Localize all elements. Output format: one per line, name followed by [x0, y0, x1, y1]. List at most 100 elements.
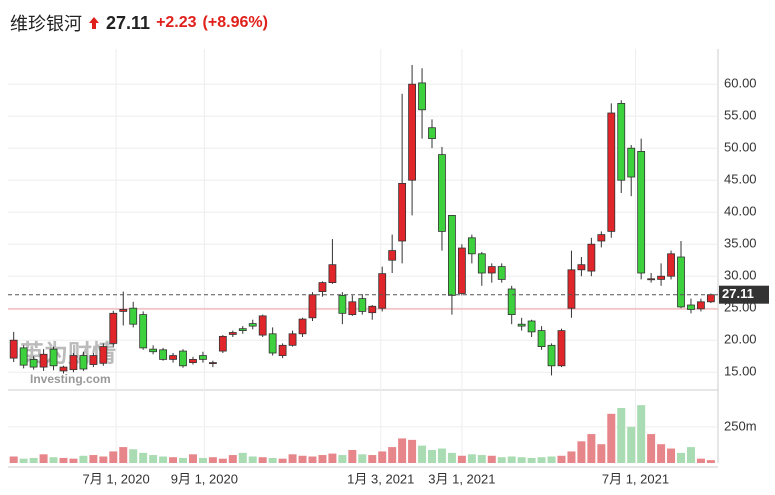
- candle-body: [408, 83, 416, 181]
- candle-body: [667, 253, 675, 277]
- volume-bar: [348, 449, 357, 463]
- volume-bar: [388, 447, 397, 463]
- candle-body: [547, 344, 556, 367]
- volume-bar: [547, 456, 556, 463]
- y-tick-label: 15.00: [724, 364, 757, 379]
- volume-bar: [69, 458, 78, 463]
- watermark-site: Investing.com: [30, 372, 111, 386]
- candle-body: [338, 294, 347, 314]
- candle-body: [358, 298, 367, 312]
- y-tick-label: 55.00: [724, 108, 757, 123]
- candle-body: [567, 269, 576, 309]
- x-tick-label: 7月 1, 2021: [602, 471, 669, 486]
- candle-body: [318, 282, 327, 292]
- candle-body: [687, 304, 695, 310]
- last-price-label: 27.11: [722, 286, 754, 301]
- volume-bar: [368, 455, 377, 463]
- volume-bar: [208, 457, 217, 463]
- candle-body: [69, 355, 78, 371]
- volume-bar: [398, 438, 407, 463]
- volume-bar: [358, 454, 367, 463]
- candle-body: [169, 355, 177, 360]
- candle-body: [109, 312, 118, 344]
- header: 维珍银河 27.11 +2.23 (+8.96%): [10, 8, 268, 38]
- y-tick-label: 35.00: [724, 236, 757, 251]
- volume-bar: [667, 448, 676, 463]
- y2-tick-label: 250m: [724, 418, 757, 433]
- volume-bar: [517, 457, 526, 463]
- y-tick-label: 30.00: [724, 268, 757, 283]
- volume-bar: [169, 457, 178, 463]
- volume-bar: [79, 455, 88, 463]
- volume-bar: [338, 455, 347, 463]
- volume-bar: [248, 456, 257, 463]
- candle-body: [258, 315, 267, 336]
- candle-body: [119, 309, 128, 312]
- candle-body: [288, 333, 297, 346]
- y-tick-label: 45.00: [724, 172, 757, 187]
- y-tick-label: 40.00: [724, 204, 757, 219]
- volume-bar: [637, 405, 646, 463]
- candle-body: [29, 358, 38, 368]
- candle-body: [577, 264, 586, 271]
- candle-body: [139, 314, 148, 349]
- volume-bar: [59, 457, 68, 463]
- volume-bar: [9, 456, 18, 463]
- y-tick-label: 60.00: [724, 76, 757, 91]
- volume-bar: [477, 455, 486, 463]
- x-tick-label: 9月 1, 2020: [171, 471, 238, 486]
- volume-bar: [99, 456, 108, 463]
- candle-body: [398, 182, 407, 242]
- volume-bar: [607, 413, 616, 463]
- volume-bar: [328, 453, 337, 463]
- candle-body: [428, 127, 436, 140]
- candle-body: [477, 253, 486, 274]
- volume-bar: [139, 452, 148, 463]
- candle-body: [328, 264, 337, 283]
- candle-body: [527, 320, 536, 333]
- volume-bar: [298, 455, 307, 463]
- candle-body: [189, 358, 197, 363]
- candle-body: [9, 339, 18, 359]
- candle-body: [159, 349, 167, 360]
- volume-bar: [278, 458, 287, 463]
- candle-body: [129, 307, 138, 325]
- volume-bar: [497, 457, 506, 463]
- volume-bar: [408, 439, 417, 463]
- volume-bar: [418, 445, 427, 463]
- volume-bar: [507, 456, 516, 463]
- candle-body: [557, 330, 566, 367]
- y-tick-label: 50.00: [724, 140, 757, 155]
- volume-bar: [447, 452, 456, 463]
- volume-bar: [617, 408, 626, 463]
- candle-body: [467, 237, 476, 255]
- volume-bar: [677, 452, 686, 463]
- volume-bar: [19, 458, 28, 463]
- volume-bar: [179, 457, 188, 463]
- x-tick-label: 7月 1, 2020: [83, 471, 150, 486]
- candle-body: [179, 350, 187, 367]
- volume-bar: [437, 448, 446, 463]
- candle-body: [587, 243, 596, 272]
- volume-bar: [39, 454, 48, 463]
- candle-body: [228, 332, 237, 335]
- volume-bar: [29, 457, 38, 463]
- candle-body: [537, 330, 546, 348]
- volume-bar: [577, 441, 586, 463]
- candle-body: [507, 288, 516, 316]
- candle-body: [308, 294, 317, 319]
- volume-bar: [467, 454, 476, 463]
- candle-body: [199, 355, 207, 360]
- volume-bar: [149, 455, 158, 463]
- volume-bar: [109, 451, 118, 463]
- volume-bar: [238, 452, 247, 463]
- volume-bar: [308, 456, 317, 463]
- volume-bar: [218, 458, 227, 463]
- volume-bar: [288, 454, 297, 463]
- y-tick-label: 20.00: [724, 332, 757, 347]
- volume-bar: [129, 449, 138, 463]
- volume-bar: [89, 455, 98, 463]
- candle-body: [348, 301, 357, 315]
- volume-bar: [457, 455, 466, 463]
- candle-body: [697, 301, 705, 310]
